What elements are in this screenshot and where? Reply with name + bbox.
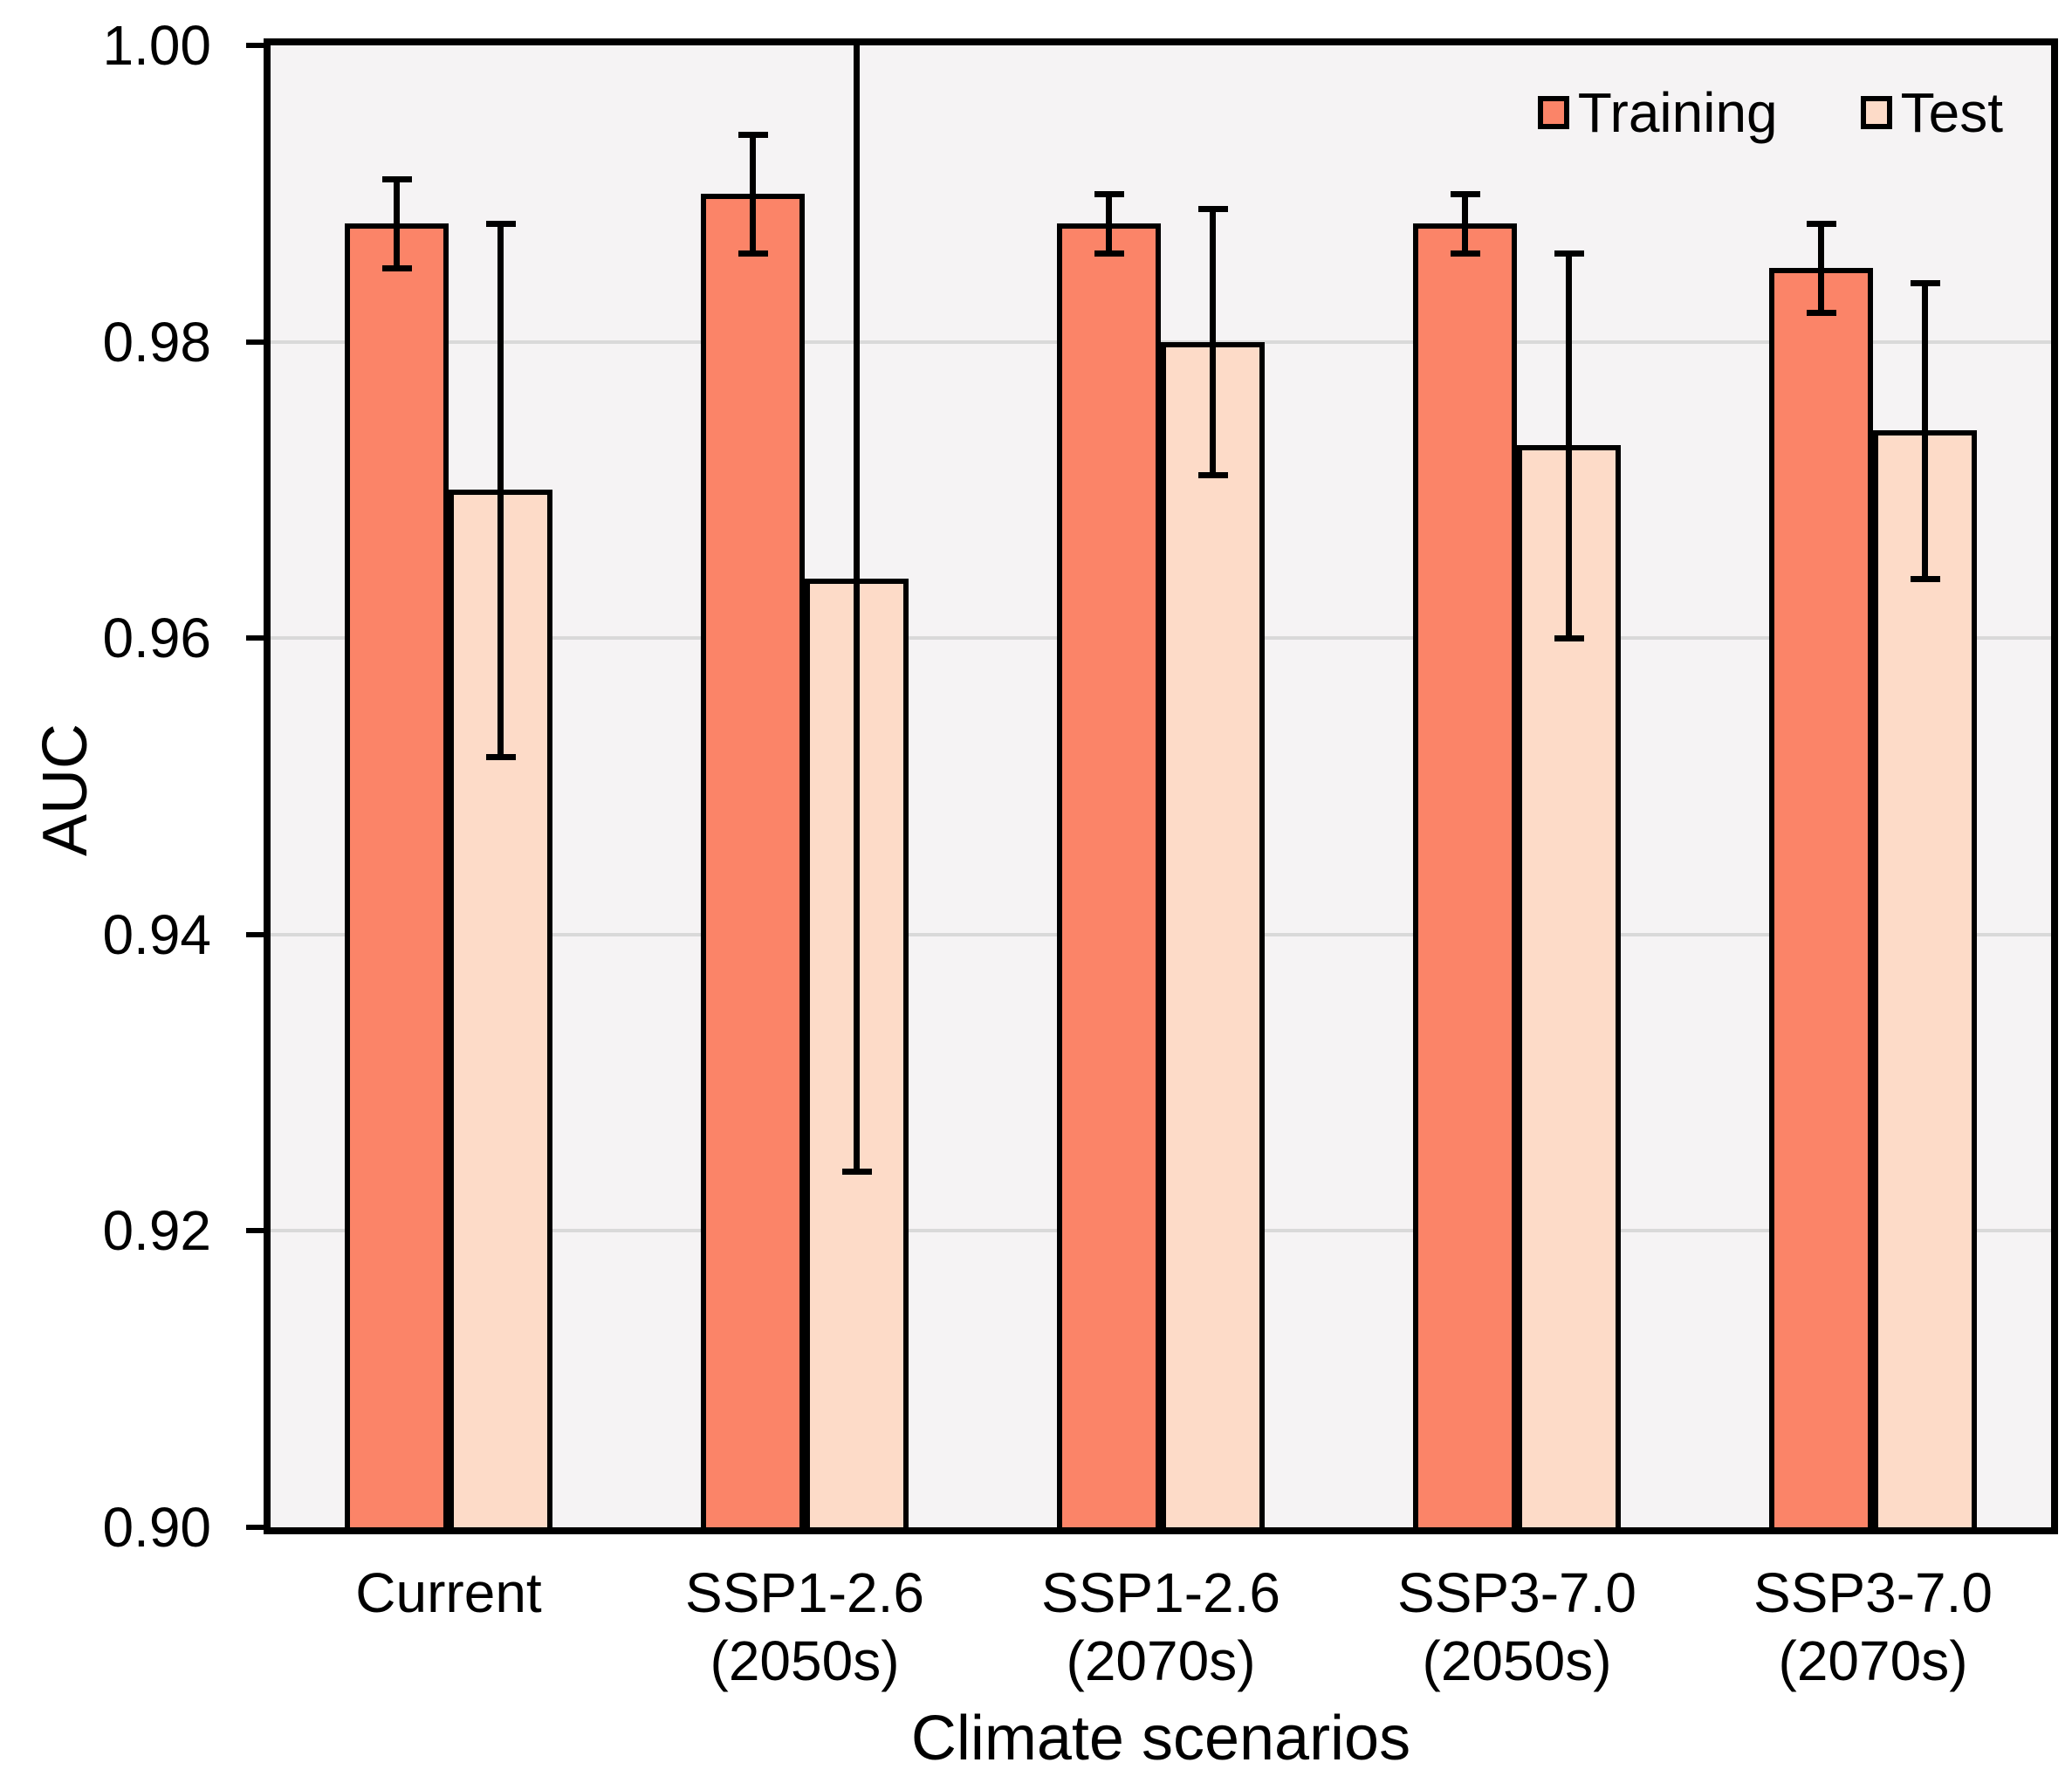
error-bar-cap-top bbox=[1450, 190, 1480, 197]
error-bar bbox=[750, 134, 756, 253]
error-bar-cap-bottom bbox=[485, 754, 516, 761]
error-bar-cap-top bbox=[381, 175, 412, 182]
y-axis-tick-label: 0.90 bbox=[102, 1496, 211, 1559]
x-axis-category-label: SSP3-7.0 (2070s) bbox=[1753, 1561, 1993, 1692]
bar-training bbox=[1413, 223, 1517, 1527]
error-bar bbox=[1106, 193, 1112, 253]
y-axis-tick-label: 0.94 bbox=[102, 902, 211, 966]
legend: Training Test bbox=[1537, 81, 2003, 144]
legend-swatch-icon bbox=[1537, 96, 1569, 129]
error-bar-cap-bottom bbox=[1910, 576, 1940, 583]
bar-training bbox=[701, 193, 805, 1527]
error-bar-cap-bottom bbox=[738, 250, 768, 257]
bar-test bbox=[1161, 341, 1265, 1527]
bar-test bbox=[1873, 430, 1977, 1527]
y-axis-title: AUC bbox=[31, 724, 100, 857]
y-axis-tick-label: 0.98 bbox=[102, 310, 211, 374]
y-axis-tick-mark bbox=[246, 1525, 265, 1530]
error-bar-cap-bottom bbox=[1450, 250, 1480, 257]
error-bar-cap-top bbox=[738, 131, 768, 138]
error-bar-cap-bottom bbox=[1094, 250, 1124, 257]
error-bar-cap-top bbox=[1094, 190, 1124, 197]
error-bar bbox=[394, 178, 400, 268]
legend-item-test: Test bbox=[1860, 81, 2003, 144]
y-axis-tick-mark bbox=[246, 635, 265, 641]
error-bar bbox=[1922, 282, 1928, 580]
error-bar-cap-top bbox=[1806, 220, 1836, 227]
legend-label: Training bbox=[1577, 81, 1778, 144]
x-axis-category-label: Current bbox=[355, 1561, 542, 1624]
error-bar-cap-bottom bbox=[381, 264, 412, 271]
x-axis-category-label: SSP1-2.6 (2070s) bbox=[1041, 1561, 1280, 1692]
error-bar-cap-top bbox=[485, 220, 516, 227]
error-bar-cap-top bbox=[1554, 250, 1584, 257]
legend-swatch-icon bbox=[1860, 96, 1892, 129]
error-bar bbox=[1818, 223, 1824, 312]
y-axis-tick-mark bbox=[246, 931, 265, 937]
error-bar-cap-bottom bbox=[1197, 472, 1228, 479]
legend-label: Test bbox=[1900, 81, 2003, 144]
legend-item-training: Training bbox=[1537, 81, 1778, 144]
error-bar-cap-bottom bbox=[1554, 635, 1584, 642]
bar-training bbox=[1057, 223, 1161, 1527]
y-axis-tick-mark bbox=[246, 1228, 265, 1234]
y-axis-tick-label: 0.92 bbox=[102, 1199, 211, 1263]
x-axis-title: Climate scenarios bbox=[910, 1704, 1411, 1773]
bar-training bbox=[345, 223, 449, 1527]
error-bar-cap-top bbox=[1910, 279, 1940, 286]
error-bar bbox=[1462, 193, 1468, 253]
plot-area: Training Test bbox=[246, 38, 2058, 1534]
y-axis-tick-label: 0.96 bbox=[102, 607, 211, 670]
error-bar bbox=[497, 223, 504, 758]
plot-inner: Training Test bbox=[246, 43, 2051, 1530]
error-bar-cap-top bbox=[1197, 205, 1228, 212]
x-axis-category-label: SSP3-7.0 (2050s) bbox=[1397, 1561, 1636, 1692]
error-bar bbox=[1566, 252, 1572, 639]
error-bar-cap-bottom bbox=[1806, 309, 1836, 316]
x-axis-category-label: SSP1-2.6 (2050s) bbox=[685, 1561, 924, 1692]
bar-training bbox=[1769, 267, 1873, 1527]
y-axis-tick-label: 1.00 bbox=[102, 14, 211, 77]
y-axis-tick-mark bbox=[246, 43, 265, 48]
y-axis-tick-mark bbox=[246, 339, 265, 345]
error-bar-cap-bottom bbox=[841, 1169, 872, 1176]
error-bar bbox=[1210, 208, 1216, 476]
error-bar bbox=[854, 45, 860, 1172]
